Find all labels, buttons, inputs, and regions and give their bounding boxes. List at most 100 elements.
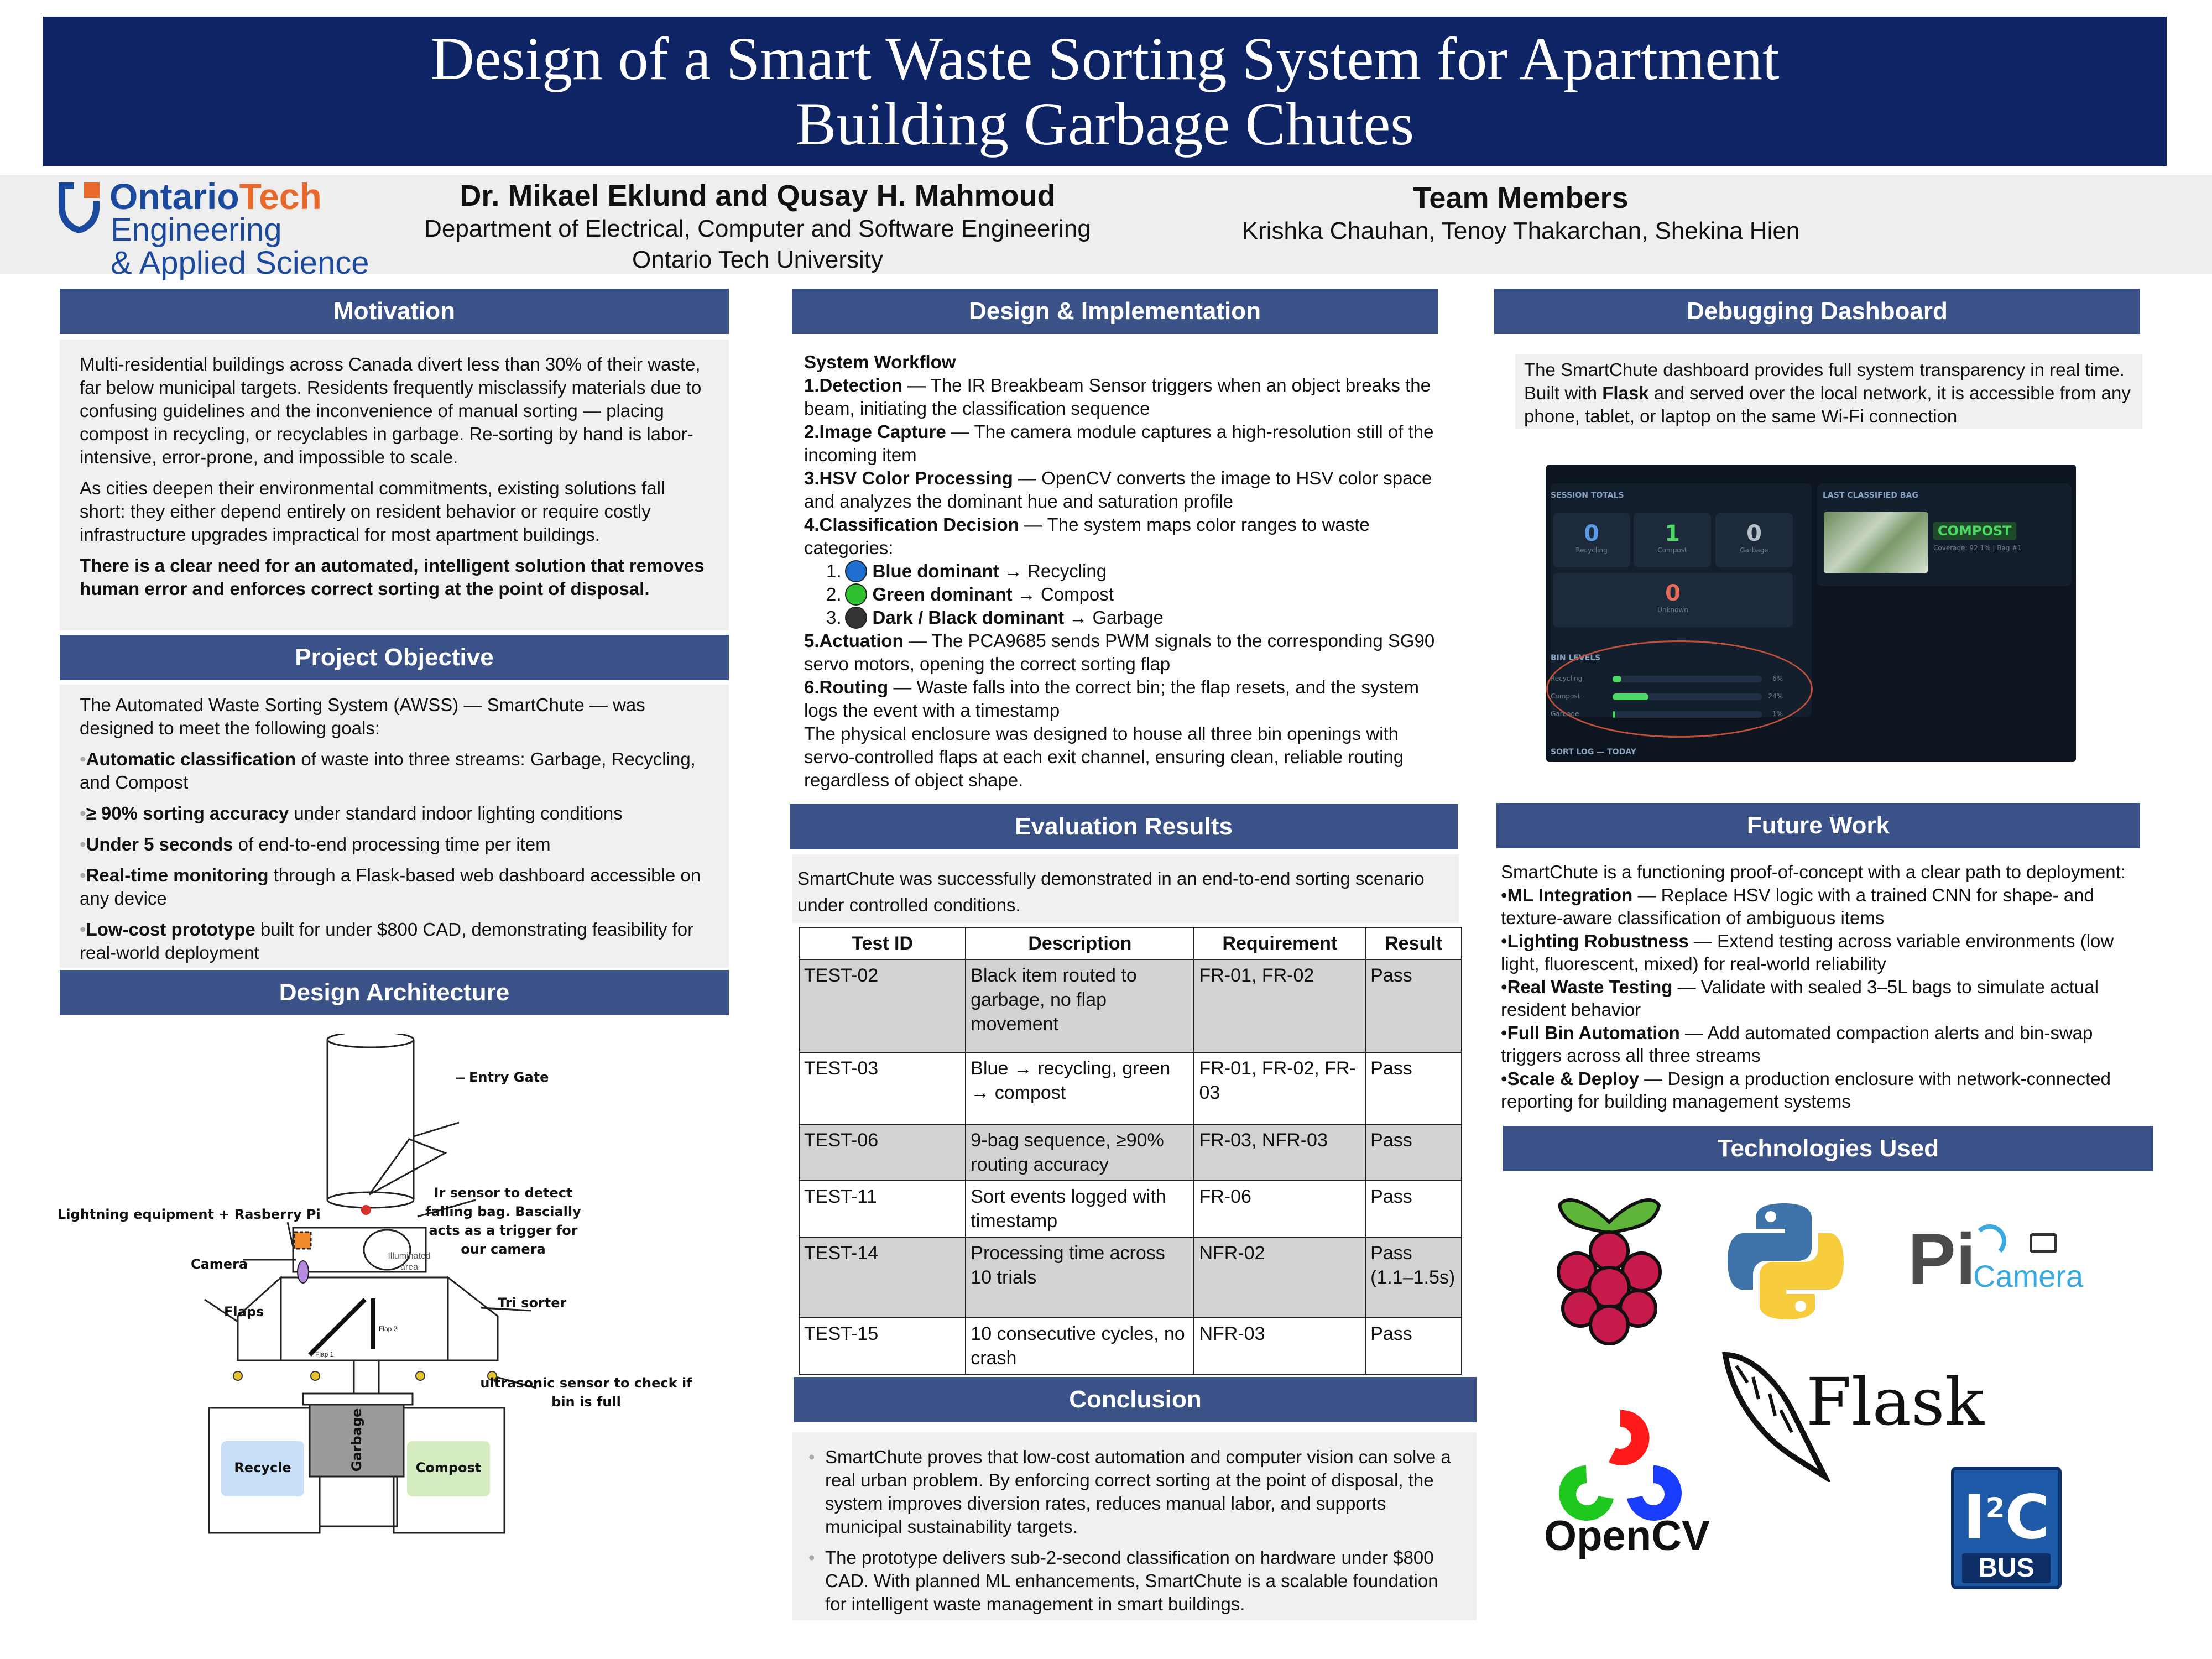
opencv-icon <box>1559 1410 1682 1521</box>
dashboard-screenshot: SESSION TOTALS 0 Recycling 1 Compost 0 G… <box>1546 465 2076 762</box>
dashboard-desc-box: The SmartChute dashboard provides full s… <box>1515 354 2142 429</box>
pi-camera-logo: Pi Camera <box>1908 1220 2107 1297</box>
logo-tech-text: Tech <box>239 176 322 217</box>
category-garbage: 3. Dark / Black dominant → Garbage <box>826 607 1164 629</box>
motivation-paragraph-1: Multi-residential buildings across Canad… <box>80 354 702 467</box>
objective-heading: Project Objective <box>60 635 729 680</box>
label-flaps: Flaps <box>224 1304 264 1319</box>
conclusion-heading: Conclusion <box>794 1377 1477 1422</box>
workflow-step: 1.Detection — The IR Breakbeam Sensor tr… <box>804 375 1431 419</box>
column-header: Description <box>965 927 1195 960</box>
future-item: •Real Waste Testing — Validate with seal… <box>1501 976 2099 1020</box>
future-intro: SmartChute is a functioning proof-of-con… <box>1501 862 2126 882</box>
column-header: Requirement <box>1193 927 1366 960</box>
architecture-diagram: Entry Gate Ir sensor to detect falling b… <box>55 1034 735 1543</box>
workflow-step: 5.Actuation — The PCA9685 sends PWM sign… <box>804 630 1435 674</box>
evaluation-table: Test ID Description Requirement Result T… <box>798 927 1462 1375</box>
evaluation-intro: SmartChute was successfully demonstrated… <box>797 868 1425 915</box>
table-row: TEST-02 Black item routed to garbage, no … <box>798 959 1462 1053</box>
session-totals-title: SESSION TOTALS <box>1551 491 1624 500</box>
future-item: •Lighting Robustness — Extend testing ac… <box>1501 930 2114 974</box>
tile-recycling: 0 Recycling <box>1553 513 1630 567</box>
author-names: Dr. Mikael Eklund and Qusay H. Mahmoud <box>460 179 1056 212</box>
team-heading: Team Members <box>1413 181 1629 215</box>
motivation-paragraph-3: There is a clear need for an automated, … <box>80 555 705 599</box>
label-ultrasonic-sensor: ultrasonic sensor to check if bin is ful… <box>480 1375 692 1410</box>
future-item: •Scale & Deploy — Design a production en… <box>1501 1068 2111 1112</box>
design-heading: Design & Implementation <box>792 289 1438 334</box>
flask-horn-icon <box>1722 1352 1830 1482</box>
waste-sorter-drawing <box>204 1034 537 1534</box>
shield-logo-icon <box>59 182 100 233</box>
poster-title-bar: Design of a Smart Waste Sorting System f… <box>43 17 2167 166</box>
architecture-heading: Design Architecture <box>60 970 729 1015</box>
i2c-bus-logo: I2C BUS <box>1951 1467 2062 1589</box>
objective-box: The Automated Waste Sorting System (AWSS… <box>60 685 729 968</box>
objective-goal-list: •Automatic classification of waste into … <box>80 748 709 964</box>
authors-block: Dr. Mikael Eklund and Qusay H. Mahmoud D… <box>387 178 1128 275</box>
category-compost: 2. Green dominant → Compost <box>826 583 1114 606</box>
label-illuminated-area: Illuminated area <box>388 1251 431 1272</box>
future-item: •ML Integration — Replace HSV logic with… <box>1501 884 2094 928</box>
bag-thumbnail <box>1824 512 1928 573</box>
workflow-step: 2.Image Capture — The camera module capt… <box>804 421 1434 465</box>
motivation-paragraph-2: As cities deepen their environmental com… <box>80 478 665 545</box>
future-item: •Full Bin Automation — Add automated com… <box>1501 1022 2093 1066</box>
table-row: TEST-14 Processing time across 10 trials N… <box>798 1237 1462 1318</box>
motivation-box: Multi-residential buildings across Canad… <box>60 340 729 630</box>
enclosure-description: The physical enclosure was designed to h… <box>804 723 1404 790</box>
objective-intro: The Automated Waste Sorting System (AWSS… <box>80 695 645 738</box>
label-lighting-equipment: Lightning equipment + Rasberry Pi <box>58 1207 321 1222</box>
conclusion-point: • SmartChute proves that low-cost automat… <box>808 1447 1451 1537</box>
table-header-row: Test ID Description Requirement Result <box>798 927 1462 960</box>
label-flap-1: Flap 1 <box>315 1350 334 1358</box>
design-body: System Workflow 1.Detection — The IR Bre… <box>804 351 1440 792</box>
motivation-heading: Motivation <box>60 289 729 334</box>
last-bag-panel: LAST CLASSIFIED BAG COMPOST Coverage: 92… <box>1817 483 2072 586</box>
label-entry-gate: Entry Gate <box>469 1070 549 1085</box>
table-row: TEST-03 Blue → recycling, green → compost… <box>798 1052 1462 1125</box>
highlight-ellipse <box>1546 640 1813 738</box>
table-row: TEST-15 10 consecutive cycles, no crash NF… <box>798 1317 1462 1375</box>
objective-goal: •Under 5 seconds of end-to-end processin… <box>80 834 551 854</box>
column-header: Result <box>1365 927 1462 960</box>
tile-unknown: 0 Unknown <box>1553 573 1793 627</box>
opencv-text: OpenCV <box>1544 1512 1710 1559</box>
logo-applied-science-text: & Applied Science <box>111 245 369 281</box>
pi-camera-text: Camera <box>1973 1259 2084 1293</box>
compost-badge: COMPOST <box>1933 522 2016 540</box>
label-garbage-bin: Garbage <box>349 1408 364 1472</box>
author-university: Ontario Tech University <box>632 246 884 273</box>
ontario-tech-logo: OntarioTech Engineering & Applied Scienc… <box>55 176 376 281</box>
raspberry-pi-icon <box>1557 1198 1662 1345</box>
team-block: Team Members Krishka Chauhan, Tenoy Thak… <box>1194 180 1847 247</box>
workflow-step: 4.Classification Decision — The system m… <box>804 514 1370 558</box>
future-heading: Future Work <box>1496 803 2140 848</box>
objective-goal: •Real-time monitoring through a Flask-ba… <box>80 865 701 909</box>
author-department: Department of Electrical, Computer and S… <box>424 215 1091 242</box>
evaluation-intro-box: SmartChute was successfully demonstrated… <box>792 854 1459 923</box>
blue-dot-icon <box>844 560 867 582</box>
i2c-text: I2C <box>1963 1481 2050 1553</box>
workflow-step: 6.Routing — Waste falls into the correct… <box>804 677 1420 721</box>
black-dot-icon <box>844 607 867 629</box>
future-body: SmartChute is a functioning proof-of-con… <box>1501 860 2146 1113</box>
pi-camera-p-text: Pi <box>1908 1218 1976 1299</box>
sort-log-title: SORT LOG — TODAY <box>1551 748 1636 757</box>
evaluation-heading: Evaluation Results <box>790 804 1458 849</box>
logo-ontario-text: Ontario <box>109 176 239 217</box>
technologies-heading: Technologies Used <box>1503 1126 2153 1171</box>
author-band <box>0 175 2212 274</box>
python-icon <box>1728 1203 1844 1319</box>
category-list: 1. Blue dominant → Recycling 2. Green domi… <box>804 560 1440 629</box>
camera-icon <box>2030 1233 2057 1253</box>
table-row: TEST-06 9-bag sequence, ≥90% routing accu… <box>798 1124 1462 1181</box>
wifi-icon <box>1973 1224 2006 1258</box>
objective-goal: •Automatic classification of waste into … <box>80 749 696 792</box>
evaluation-table-wrap: Test ID Description Requirement Result T… <box>798 927 1462 1375</box>
bus-text: BUS <box>1962 1553 2051 1583</box>
objective-goal: •≥ 90% sorting accuracy under standard i… <box>80 803 623 823</box>
workflow-title: System Workflow <box>804 352 956 372</box>
poster-title: Design of a Smart Waste Sorting System f… <box>430 25 1780 158</box>
conclusion-point: • The prototype delivers sub-2-second cla… <box>808 1547 1438 1614</box>
